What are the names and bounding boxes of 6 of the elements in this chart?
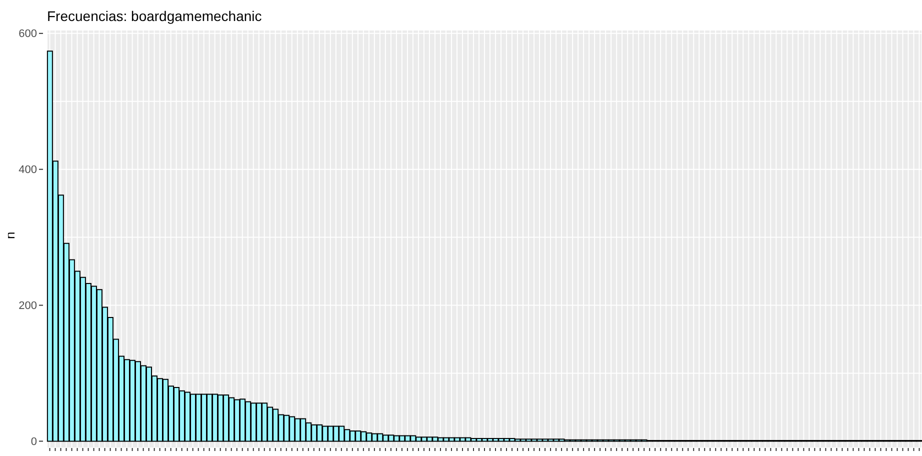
y-tick-label: 200 [18,300,37,312]
chart-title: Frecuencias: boardgamemechanic [47,8,262,24]
y-tick-label: 400 [18,164,37,176]
y-tick-label: 600 [18,28,37,40]
y-tick-label: 0 [30,436,37,448]
y-axis-title: n [2,232,18,239]
